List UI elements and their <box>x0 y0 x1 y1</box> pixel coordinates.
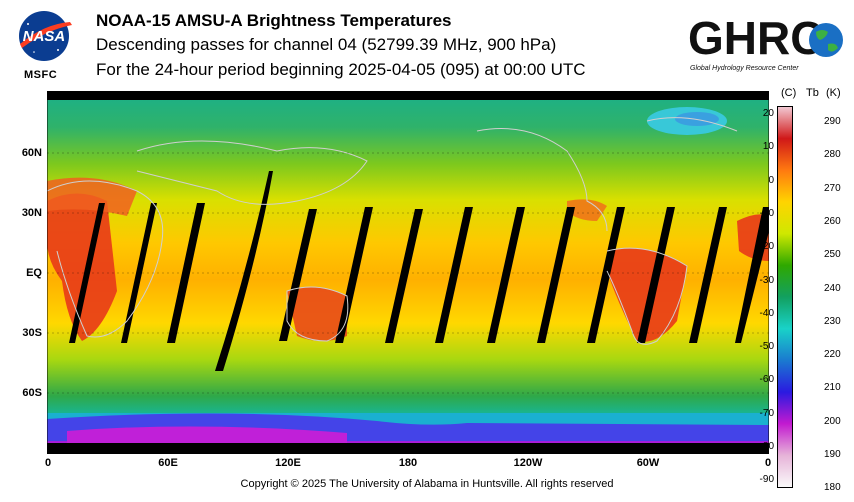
temperature-colorbar <box>777 106 793 488</box>
lat-label-eq: EQ <box>26 267 42 279</box>
colorbar-kelvin-tick: 280 <box>824 149 841 161</box>
colorbar-kelvin-tick: 270 <box>824 182 841 194</box>
page-title: NOAA-15 AMSU-A Brightness Temperatures <box>96 11 452 30</box>
ghrc-logo: GHRC Global Hydrology Resource Center <box>688 10 850 74</box>
colorbar-kelvin-tick: 190 <box>824 449 841 460</box>
page-subtitle: Descending passes for channel 04 (52799.… <box>96 35 557 54</box>
colorbar-header-c: (C) <box>781 87 797 99</box>
colorbar-celsius-tick: -40 <box>759 307 774 319</box>
colorbar-celsius-tick: -80 <box>759 441 774 452</box>
lon-label-0-left: 0 <box>44 457 52 469</box>
colorbar-celsius-tick: -90 <box>759 474 774 486</box>
colorbar-celsius-tick: -10 <box>759 207 774 219</box>
ghrc-logo-text: GHRC <box>688 12 823 64</box>
period-label: For the 24-hour period beginning 2025-04… <box>96 60 586 79</box>
colorbar-celsius-tick: 10 <box>762 141 774 153</box>
lon-label-120w: 120W <box>513 457 543 469</box>
colorbar-celsius-tick: -50 <box>759 341 774 353</box>
lat-label-60n: 60N <box>21 147 42 159</box>
lon-label-0-right: 0 <box>764 457 772 469</box>
colorbar-celsius-tick: 0 <box>768 174 774 186</box>
ghrc-logo-subtext: Global Hydrology Resource Center <box>690 65 799 72</box>
colorbar-kelvin-tick: 240 <box>824 282 841 294</box>
colorbar-kelvin-tick: 290 <box>824 116 841 127</box>
colorbar-celsius-tick: 20 <box>762 108 774 119</box>
colorbar-celsius-tick: -70 <box>759 407 774 419</box>
lon-label-120e: 120E <box>275 457 301 469</box>
nasa-center-label: MSFC <box>24 69 58 81</box>
copyright-text: Copyright © 2025 The University of Alaba… <box>240 478 614 490</box>
colorbar-kelvin-tick: 230 <box>824 315 841 327</box>
lat-label-60s: 60S <box>22 387 42 399</box>
lon-label-60w: 60W <box>636 457 660 469</box>
nasa-logo: NASA <box>14 10 74 62</box>
brightness-temperature-map <box>46 90 770 455</box>
colorbar-kelvin-tick: 220 <box>824 349 841 361</box>
colorbar-celsius-tick: -20 <box>759 241 774 253</box>
nasa-logo-text: NASA <box>23 28 66 45</box>
title-block: NOAA-15 AMSU-A Brightness Temperatures D… <box>96 10 586 82</box>
colorbar-kelvin-tick: 260 <box>824 215 841 227</box>
colorbar-celsius-tick: -30 <box>759 274 774 286</box>
lon-label-180: 180 <box>398 457 418 469</box>
colorbar-header-k: (K) <box>826 87 841 99</box>
colorbar-kelvin-tick: 250 <box>824 249 841 261</box>
colorbar-kelvin-tick: 180 <box>824 482 841 494</box>
lon-label-60e: 60E <box>158 457 178 469</box>
colorbar-header-tb: Tb <box>806 87 819 99</box>
colorbar-kelvin-tick: 210 <box>824 382 841 394</box>
colorbar-celsius-tick: -60 <box>759 374 774 386</box>
lat-label-30n: 30N <box>21 207 42 219</box>
lat-label-30s: 30S <box>22 327 42 339</box>
colorbar-kelvin-tick: 200 <box>824 415 841 427</box>
